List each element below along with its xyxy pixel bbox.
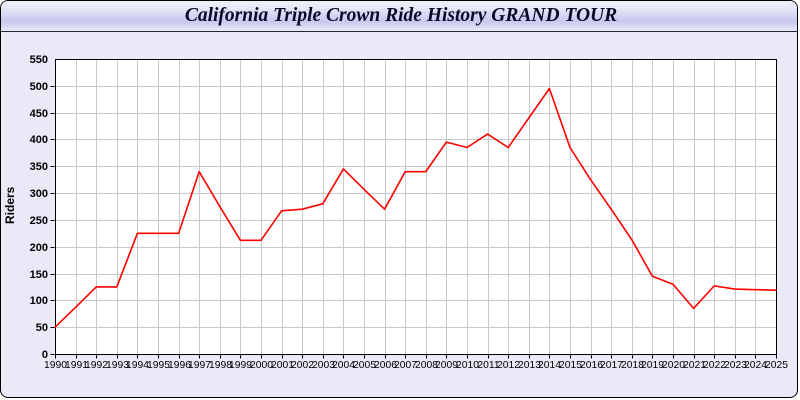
svg-text:2007: 2007 xyxy=(394,360,417,371)
svg-text:2012: 2012 xyxy=(497,360,520,371)
svg-text:1990: 1990 xyxy=(44,360,67,371)
svg-text:2019: 2019 xyxy=(641,360,664,371)
svg-text:2020: 2020 xyxy=(662,360,685,371)
svg-text:2002: 2002 xyxy=(291,360,314,371)
svg-text:2005: 2005 xyxy=(353,360,376,371)
svg-text:2022: 2022 xyxy=(703,360,726,371)
svg-text:0: 0 xyxy=(42,349,48,361)
svg-text:2000: 2000 xyxy=(250,360,273,371)
svg-text:200: 200 xyxy=(30,242,48,254)
svg-text:250: 250 xyxy=(30,215,48,227)
svg-text:2014: 2014 xyxy=(538,360,561,371)
svg-text:2025: 2025 xyxy=(765,360,788,371)
svg-text:2015: 2015 xyxy=(559,360,582,371)
svg-text:2004: 2004 xyxy=(332,360,355,371)
svg-text:400: 400 xyxy=(30,134,48,146)
svg-text:100: 100 xyxy=(30,295,48,307)
svg-text:50: 50 xyxy=(36,322,48,334)
svg-text:300: 300 xyxy=(30,188,48,200)
svg-text:1995: 1995 xyxy=(147,360,170,371)
svg-text:350: 350 xyxy=(30,161,48,173)
svg-text:1997: 1997 xyxy=(188,360,211,371)
svg-text:450: 450 xyxy=(30,108,48,120)
svg-text:500: 500 xyxy=(30,81,48,93)
svg-text:2017: 2017 xyxy=(600,360,623,371)
svg-text:2024: 2024 xyxy=(744,360,767,371)
svg-text:1992: 1992 xyxy=(85,360,108,371)
svg-text:2010: 2010 xyxy=(456,360,479,371)
svg-text:1994: 1994 xyxy=(126,360,149,371)
svg-text:550: 550 xyxy=(30,54,48,66)
svg-text:2009: 2009 xyxy=(435,360,458,371)
svg-text:150: 150 xyxy=(30,269,48,281)
svg-text:1999: 1999 xyxy=(229,360,252,371)
